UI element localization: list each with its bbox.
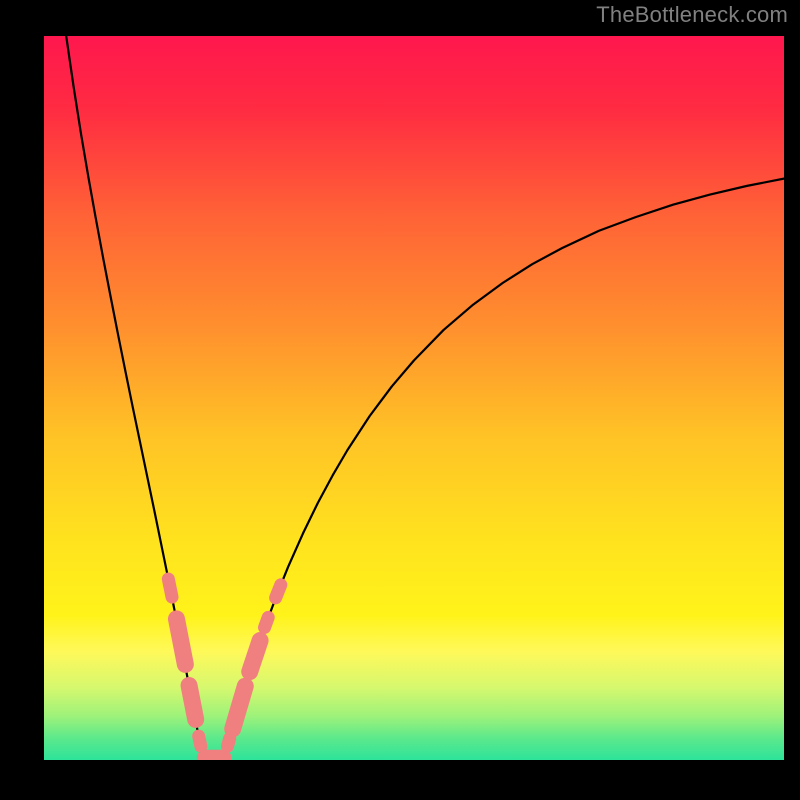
gradient-background — [44, 36, 784, 760]
marker-pill-8 — [265, 617, 269, 627]
marker-pill-6 — [233, 686, 246, 729]
chart-frame: TheBottleneck.com — [0, 0, 800, 800]
marker-pill-3 — [199, 736, 201, 746]
marker-pill-0 — [168, 579, 172, 597]
watermark-text: TheBottleneck.com — [596, 2, 788, 28]
marker-pill-7 — [250, 641, 260, 672]
marker-pill-5 — [228, 738, 230, 746]
marker-pill-2 — [189, 685, 196, 719]
plot-area — [44, 36, 784, 760]
marker-pill-1 — [176, 619, 185, 665]
marker-pill-9 — [276, 585, 281, 598]
plot-svg — [44, 36, 784, 760]
